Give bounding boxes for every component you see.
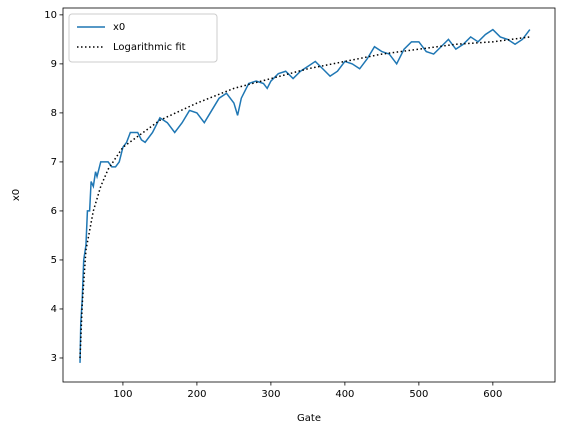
- y-tick-label: 5: [51, 255, 57, 266]
- legend-box: [68, 13, 218, 63]
- x-axis-label: Gate: [297, 413, 321, 424]
- y-tick-label: 4: [51, 304, 57, 315]
- x-tick-label: 100: [113, 389, 132, 400]
- x-tick-label: 200: [187, 389, 206, 400]
- axes-frame: [62, 7, 556, 383]
- y-tick-label: 10: [44, 10, 57, 21]
- y-tick-label: 3: [51, 353, 57, 364]
- x-tick-label: 500: [409, 389, 428, 400]
- legend-label: Logarithmic fit: [113, 42, 186, 53]
- x-tick-label: 400: [335, 389, 354, 400]
- y-tick-label: 7: [51, 157, 57, 168]
- legend-label: x0: [113, 22, 125, 33]
- y-axis-label: x0: [11, 189, 22, 201]
- x-tick-label: 300: [261, 389, 280, 400]
- x-tick-label: 600: [483, 389, 502, 400]
- y-tick-label: 9: [51, 59, 57, 70]
- series-line: [79, 28, 531, 363]
- y-tick-label: 8: [51, 108, 57, 119]
- series-line: [79, 36, 530, 359]
- y-tick-label: 6: [51, 206, 57, 217]
